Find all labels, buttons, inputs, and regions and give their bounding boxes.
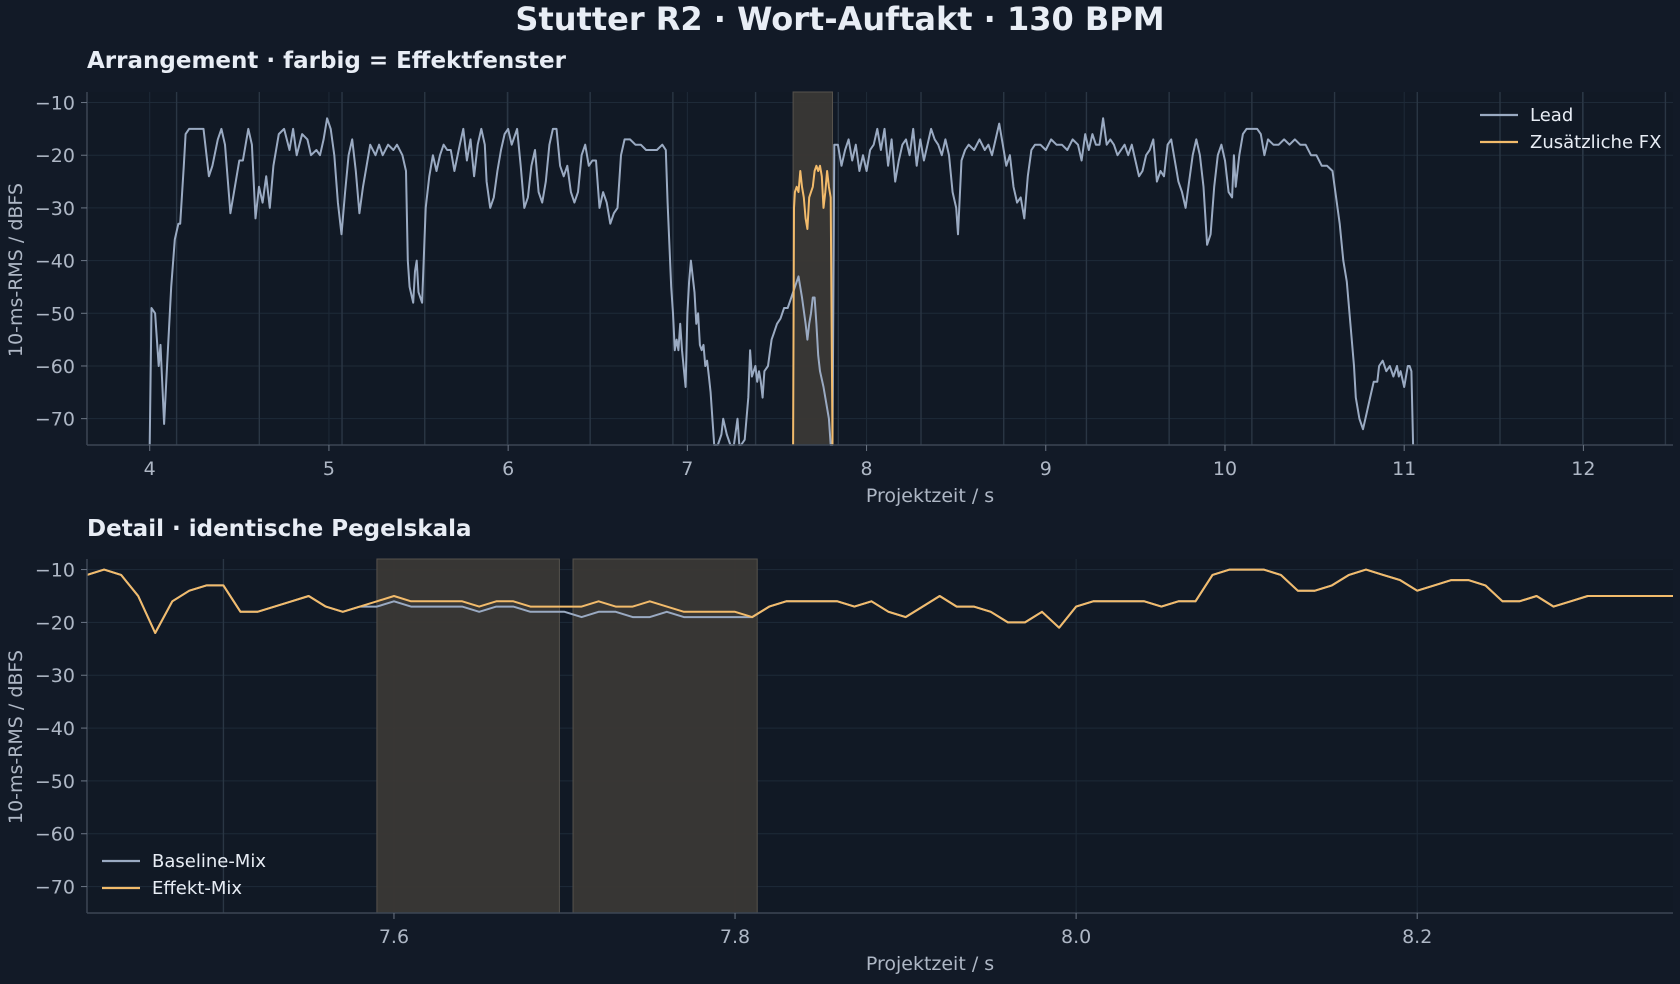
detail-y-tick-label: −50 — [35, 771, 75, 793]
detail-x-tick-label: 7.6 — [379, 926, 409, 948]
arrangement-y-axis-label: 10-ms-RMS / dBFS — [5, 183, 27, 357]
arrangement-effect-window — [792, 91, 834, 446]
arrangement-panel: 4 5 6 7 8 9 10 11 12 −10 −20 −30 −40 −50 −60 −70 Arrang… — [5, 48, 1673, 507]
figure-title: Stutter R2 · Wort-Auftakt · 130 BPM — [515, 0, 1164, 38]
arrangement-x-tick-label: 5 — [323, 458, 335, 480]
arrangement-series-line-2 — [792, 164, 834, 446]
arrangement-x-axis-label: Projektzeit / s — [866, 485, 994, 507]
arrangement-x-tick-label: 11 — [1392, 458, 1416, 480]
detail-series-line-2 — [86, 568, 1673, 634]
detail-y-axis-label: 10-ms-RMS / dBFS — [5, 650, 27, 824]
detail-plot-background — [87, 559, 1673, 913]
arrangement-y-tick-label: −30 — [35, 198, 75, 220]
detail-y-tick-label: −60 — [35, 824, 75, 846]
detail-y-tick-label: −20 — [35, 612, 75, 634]
arrangement-panel-title: Arrangement · farbig = Effektfenster — [87, 48, 567, 74]
arrangement-y-tick-label: −20 — [35, 145, 75, 167]
arrangement-y-tick-label: −70 — [35, 409, 75, 431]
arrangement-x-tick-label: 10 — [1213, 458, 1237, 480]
arrangement-legend-label: Zusätzliche FX — [1530, 132, 1661, 153]
detail-x-tick-label: 8.0 — [1061, 926, 1091, 948]
detail-panel: 7.6 7.8 8.0 8.2 −10 −20 −30 −40 −50 −60 −70 Detail… — [5, 516, 1673, 975]
detail-x-tick-label: 7.8 — [720, 926, 750, 948]
arrangement-y-tick-label: −50 — [35, 303, 75, 325]
arrangement-x-tick-label: 6 — [502, 458, 514, 480]
detail-legend: Baseline-Mix Effekt-Mix — [102, 851, 266, 899]
detail-legend-label: Baseline-Mix — [152, 851, 266, 872]
detail-effect-window — [376, 558, 560, 914]
detail-legend-label: Effekt-Mix — [152, 878, 242, 899]
arrangement-legend-label: Lead — [1530, 105, 1573, 126]
detail-y-tick-label: −10 — [35, 560, 75, 582]
arrangement-x-tick-label: 12 — [1571, 458, 1595, 480]
arrangement-x-tick-label: 8 — [861, 458, 873, 480]
arrangement-y-tick-label: −60 — [35, 356, 75, 378]
detail-y-tick-label: −40 — [35, 718, 75, 740]
detail-y-tick-label: −70 — [35, 877, 75, 899]
arrangement-plot-area: 4 5 6 7 8 9 10 11 12 −10 −20 −30 −40 −50 −60 −70 — [35, 91, 1673, 480]
arrangement-plot-background — [87, 92, 1673, 445]
detail-panel-title: Detail · identische Pegelskala — [87, 516, 472, 542]
arrangement-y-tick-label: −10 — [35, 93, 75, 115]
arrangement-x-tick-label: 4 — [144, 458, 156, 480]
arrangement-legend: Lead Zusätzliche FX — [1480, 105, 1661, 153]
detail-x-axis-label: Projektzeit / s — [866, 953, 994, 975]
arrangement-x-tick-label: 9 — [1040, 458, 1052, 480]
arrangement-x-tick-label: 7 — [681, 458, 693, 480]
detail-y-tick-label: −30 — [35, 665, 75, 687]
arrangement-y-tick-label: −40 — [35, 251, 75, 273]
detail-x-tick-label: 8.2 — [1402, 926, 1432, 948]
detail-plot-area: 7.6 7.8 8.0 8.2 −10 −20 −30 −40 −50 −60 −70 — [35, 558, 1673, 948]
arrangement-series-line-1 — [148, 117, 1415, 446]
